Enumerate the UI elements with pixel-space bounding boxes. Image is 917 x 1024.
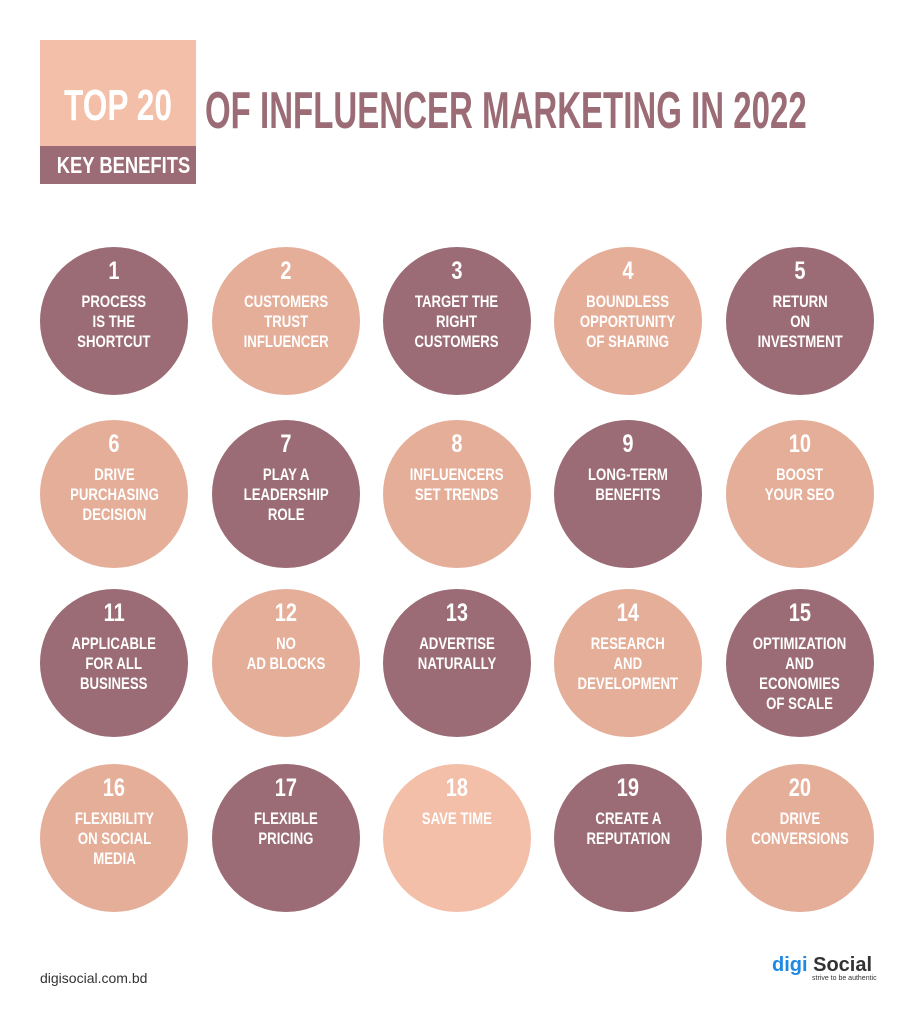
benefit-number: 8 [451, 430, 463, 458]
benefit-circle: 12 NO AD BLOCKS [212, 589, 360, 737]
benefit-number: 2 [280, 257, 292, 285]
benefit-circle: 16 FLEXIBILITY ON SOCIAL MEDIA [40, 764, 188, 912]
benefit-circle: 11 APPLICABLE FOR ALL BUSINESS [40, 589, 188, 737]
benefit-number: 16 [102, 774, 126, 802]
benefit-circle: 9 LONG-TERM BENEFITS [554, 420, 702, 568]
benefit-number: 17 [274, 774, 298, 802]
benefit-number: 11 [103, 599, 125, 627]
benefit-label: FLEXIBILITY ON SOCIAL MEDIA [74, 810, 154, 868]
benefit-label: DRIVE PURCHASING DECISION [69, 466, 159, 524]
benefit-number: 15 [788, 599, 812, 627]
benefit-number: 3 [451, 257, 463, 285]
benefit-label: ADVERTISE NATURALLY [417, 635, 497, 673]
benefit-number: 6 [108, 430, 120, 458]
benefit-number: 14 [616, 599, 640, 627]
benefit-label: APPLICABLE FOR ALL BUSINESS [71, 635, 157, 693]
benefit-label: NO AD BLOCKS [246, 635, 326, 673]
benefit-label: CREATE A REPUTATION [586, 810, 670, 848]
benefit-number: 9 [622, 430, 634, 458]
benefit-circle: 1 PROCESS IS THE SHORTCUT [40, 247, 188, 395]
benefit-circle: 14 RESEARCH AND DEVELOPMENT [554, 589, 702, 737]
benefit-label: INFLUENCERS SET TRENDS [410, 466, 504, 504]
benefit-label: CUSTOMERS TRUST INFLUENCER [243, 293, 329, 351]
benefit-label: BOUNDLESS OPPORTUNITY OF SHARING [580, 293, 676, 351]
benefit-number: 4 [622, 257, 634, 285]
benefit-number: 7 [280, 430, 292, 458]
benefit-label: OPTIMIZATION AND ECONOMIES OF SCALE [753, 635, 847, 713]
top-20-text: TOP 20 [63, 81, 173, 130]
benefit-label: DRIVE CONVERSIONS [751, 810, 849, 848]
benefit-label: RETURN ON INVESTMENT [757, 293, 843, 351]
benefit-circle: 3 TARGET THE RIGHT CUSTOMERS [383, 247, 531, 395]
benefit-number: 18 [445, 774, 469, 802]
website-url[interactable]: digisocial.com.bd [40, 970, 148, 986]
benefit-circle: 19 CREATE A REPUTATION [554, 764, 702, 912]
digi-social-logo: digi Social strive to be authentic [772, 954, 877, 982]
benefit-number: 5 [794, 257, 806, 285]
benefit-circle: 4 BOUNDLESS OPPORTUNITY OF SHARING [554, 247, 702, 395]
benefit-circle: 6 DRIVE PURCHASING DECISION [40, 420, 188, 568]
benefit-number: 10 [788, 430, 812, 458]
benefit-label: PLAY A LEADERSHIP ROLE [243, 466, 329, 524]
benefit-number: 13 [445, 599, 469, 627]
benefit-circle: 7 PLAY A LEADERSHIP ROLE [212, 420, 360, 568]
benefit-label: BOOST YOUR SEO [765, 466, 835, 504]
benefit-number: 12 [274, 599, 298, 627]
benefit-circle: 10 BOOST YOUR SEO [726, 420, 874, 568]
top-20-box: TOP 20 [40, 40, 196, 155]
benefit-circle: 18 SAVE TIME [383, 764, 531, 912]
benefit-circle: 20 DRIVE CONVERSIONS [726, 764, 874, 912]
benefit-label: RESEARCH AND DEVELOPMENT [577, 635, 679, 693]
benefit-number: 20 [788, 774, 812, 802]
benefit-circle: 15 OPTIMIZATION AND ECONOMIES OF SCALE [726, 589, 874, 737]
benefit-circle: 13 ADVERTISE NATURALLY [383, 589, 531, 737]
benefit-label: FLEXIBLE PRICING [254, 810, 318, 848]
benefit-circle: 2 CUSTOMERS TRUST INFLUENCER [212, 247, 360, 395]
benefit-label: PROCESS IS THE SHORTCUT [77, 293, 151, 351]
benefit-circle: 8 INFLUENCERS SET TRENDS [383, 420, 531, 568]
benefit-circle: 17 FLEXIBLE PRICING [212, 764, 360, 912]
benefit-label: SAVE TIME [421, 810, 493, 828]
page-title: OF INFLUENCER MARKETING IN 2022 [205, 82, 807, 140]
benefit-number: 1 [108, 257, 120, 285]
key-benefits-label: KEY BENEFITS [40, 146, 196, 184]
benefit-label: LONG-TERM BENEFITS [588, 466, 668, 504]
benefit-circle: 5 RETURN ON INVESTMENT [726, 247, 874, 395]
benefit-label: TARGET THE RIGHT CUSTOMERS [414, 293, 500, 351]
benefit-number: 19 [616, 774, 640, 802]
